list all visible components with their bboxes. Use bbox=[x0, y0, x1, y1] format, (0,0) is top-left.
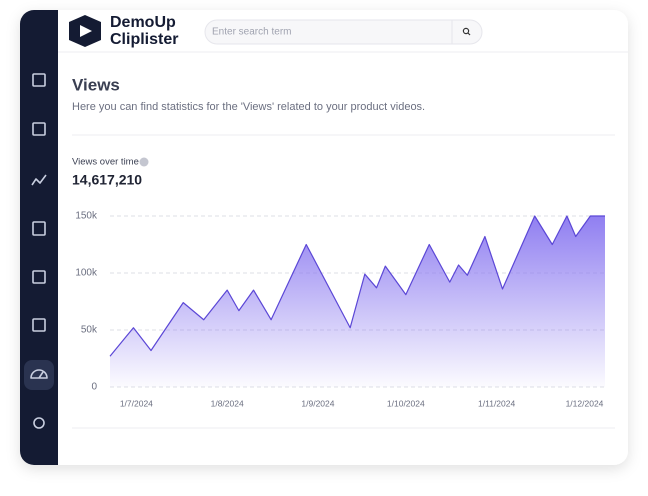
icon-layout[interactable] bbox=[32, 270, 46, 284]
icon-tasks[interactable] bbox=[32, 221, 46, 236]
icon-edit[interactable] bbox=[32, 318, 46, 332]
icon-settings[interactable] bbox=[33, 417, 45, 429]
x-tick-label: 1/9/2024 bbox=[301, 398, 334, 408]
icon-views[interactable] bbox=[30, 369, 48, 379]
x-tick-label: 1/11/2024 bbox=[478, 398, 515, 408]
sidebar bbox=[20, 10, 58, 465]
chart-total: 14,617,210 bbox=[72, 172, 142, 188]
search-button[interactable] bbox=[462, 27, 471, 36]
y-tick-label: 50k bbox=[81, 325, 98, 336]
x-tick-label: 1/8/2024 bbox=[211, 398, 244, 408]
y-tick-label: 0 bbox=[91, 382, 97, 393]
chart-title: Views over time bbox=[72, 157, 139, 168]
brand: DemoUp bbox=[110, 14, 176, 31]
icon-stats[interactable] bbox=[31, 174, 47, 186]
page-description: Here you can find statistics for the 'Vi… bbox=[72, 101, 425, 113]
plot: 0 50k 100k 150k 1/7/2024 1/8/2024 1/9/2024 1/10… bbox=[75, 211, 605, 408]
y-tick-label: 100k bbox=[75, 268, 98, 279]
y-tick-label: 150k bbox=[75, 211, 98, 222]
search-placeholder: Enter search term bbox=[212, 27, 291, 38]
logo-mark bbox=[80, 25, 92, 37]
icon-library[interactable] bbox=[32, 122, 46, 136]
info-icon[interactable] bbox=[139, 157, 149, 167]
icon-media[interactable] bbox=[32, 73, 46, 87]
x-tick-label: 1/10/2024 bbox=[387, 398, 425, 408]
sidebar-active bbox=[24, 360, 54, 390]
line bbox=[109, 215, 605, 357]
search-box[interactable] bbox=[204, 19, 483, 45]
sidebar-icons bbox=[30, 73, 48, 429]
brand: Cliplister bbox=[110, 31, 178, 48]
x-tick-label: 1/12/2024 bbox=[566, 398, 604, 408]
x-tick-label: 1/7/2024 bbox=[120, 398, 153, 408]
page-title: Views bbox=[72, 75, 120, 94]
